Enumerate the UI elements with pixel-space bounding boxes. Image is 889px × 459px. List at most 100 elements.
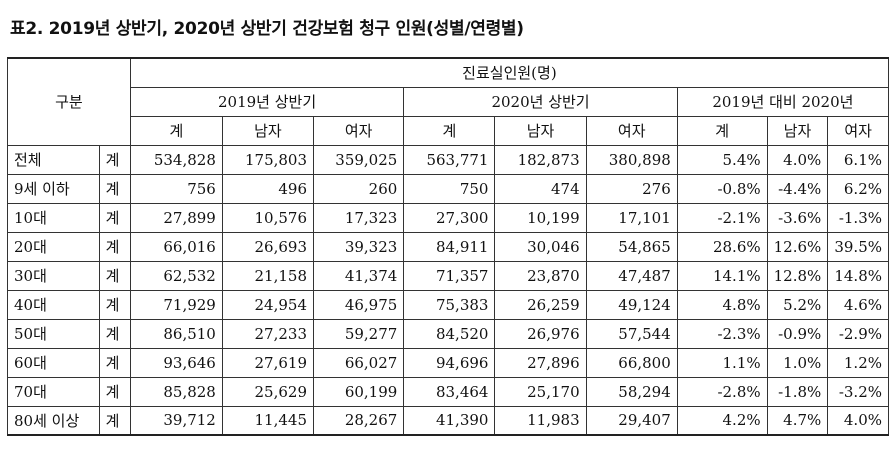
row-label: 9세 이하 xyxy=(7,173,100,204)
row-sublabel: 계 xyxy=(98,376,131,407)
table-cell: 276 xyxy=(585,173,678,204)
column-header: 여자 xyxy=(827,115,889,146)
table-row: 40대 계 71,929 24,954 46,975 75,383 26,259 49,124… xyxy=(7,289,889,320)
table-cell: -2.8% xyxy=(676,376,768,407)
table-cell: 26,259 xyxy=(494,289,587,320)
table-cell: 24,954 xyxy=(221,289,315,320)
column-header: 남자 xyxy=(766,115,829,146)
table-cell: 10,576 xyxy=(221,202,315,233)
table-cell: 28.6% xyxy=(676,231,768,262)
table-cell: 41,390 xyxy=(403,405,496,436)
table-cell: 496 xyxy=(221,173,315,204)
table-cell: 14.8% xyxy=(827,260,889,291)
table-cell: 85,828 xyxy=(129,376,223,407)
table-cell: -1.3% xyxy=(827,202,889,233)
column-header: 남자 xyxy=(494,115,587,146)
table-cell: 46,975 xyxy=(313,289,405,320)
table-cell: 62,532 xyxy=(129,260,223,291)
table-cell: 93,646 xyxy=(129,347,223,378)
table-cell: 26,693 xyxy=(221,231,315,262)
table-cell: 4.0% xyxy=(827,405,889,436)
table-cell: 83,464 xyxy=(403,376,496,407)
table-cell: 60,199 xyxy=(313,376,405,407)
table-cell: 49,124 xyxy=(585,289,678,320)
table-cell: 26,976 xyxy=(494,318,587,349)
row-sublabel: 계 xyxy=(98,289,131,320)
row-sublabel: 계 xyxy=(98,318,131,349)
table-cell: 12.6% xyxy=(766,231,829,262)
table-cell: 47,487 xyxy=(585,260,678,291)
table-cell: 84,520 xyxy=(403,318,496,349)
row-label: 50대 xyxy=(7,318,100,349)
table-cell: 260 xyxy=(313,173,405,204)
table-cell: 6.2% xyxy=(827,173,889,204)
column-header: 계 xyxy=(403,115,496,146)
table-cell: 39.5% xyxy=(827,231,889,262)
row-sublabel: 계 xyxy=(98,173,131,204)
table-cell: 71,357 xyxy=(403,260,496,291)
table-cell: 175,803 xyxy=(221,144,315,175)
table-cell: 17,323 xyxy=(313,202,405,233)
table-cell: 54,865 xyxy=(585,231,678,262)
column-header: 계 xyxy=(676,115,768,146)
table-cell: 1.1% xyxy=(676,347,768,378)
header-row-columns: 계 남자 여자 계 남자 여자 계 남자 여자 xyxy=(8,115,889,146)
table-cell: 4.0% xyxy=(766,144,829,175)
claims-table: 구분 진료실인원(명) 2019년 상반기 2020년 상반기 2019년 대비… xyxy=(7,57,889,436)
table-cell: 4.7% xyxy=(766,405,829,436)
table-cell: 94,696 xyxy=(403,347,496,378)
row-sublabel: 계 xyxy=(98,405,131,436)
header-row-group: 구분 진료실인원(명) xyxy=(7,57,889,146)
table-cell: 27,619 xyxy=(221,347,315,378)
row-sublabel: 계 xyxy=(98,231,131,262)
period-header-2020: 2020년 상반기 xyxy=(403,86,678,117)
table-cell: 75,383 xyxy=(403,289,496,320)
column-header: 여자 xyxy=(313,115,405,146)
table-cell: 1.0% xyxy=(766,347,829,378)
table-cell: -3.6% xyxy=(766,202,829,233)
table-cell: 59,277 xyxy=(313,318,405,349)
row-sublabel: 계 xyxy=(98,260,131,291)
table-cell: 14.1% xyxy=(676,260,768,291)
table-row: 60대 계 93,646 27,619 66,027 94,696 27,896 66,800… xyxy=(7,347,889,378)
table-cell: 4.6% xyxy=(827,289,889,320)
table-cell: 21,158 xyxy=(221,260,315,291)
table-cell: 380,898 xyxy=(585,144,678,175)
row-label: 40대 xyxy=(7,289,100,320)
table-cell: 25,170 xyxy=(494,376,587,407)
table-row: 전체 계 534,828 175,803 359,025 563,771 182,873 38… xyxy=(7,144,889,175)
table-cell: -2.3% xyxy=(676,318,768,349)
table-cell: 57,544 xyxy=(585,318,678,349)
table-cell: 5.2% xyxy=(766,289,829,320)
table-cell: 29,407 xyxy=(585,405,678,436)
row-sublabel: 계 xyxy=(98,202,131,233)
table-cell: 534,828 xyxy=(129,144,223,175)
column-header: 계 xyxy=(129,115,223,146)
table-cell: 4.2% xyxy=(676,405,768,436)
table-cell: 27,300 xyxy=(403,202,496,233)
table-cell: 11,983 xyxy=(494,405,587,436)
row-sublabel: 계 xyxy=(98,144,131,175)
table-cell: 6.1% xyxy=(827,144,889,175)
table-cell: 750 xyxy=(403,173,496,204)
row-label: 20대 xyxy=(7,231,100,262)
table-cell: 71,929 xyxy=(129,289,223,320)
table-cell: 359,025 xyxy=(313,144,405,175)
table-cell: -2.9% xyxy=(827,318,889,349)
table-cell: 563,771 xyxy=(403,144,496,175)
row-label: 80세 이상 xyxy=(7,405,100,436)
table-cell: -4.4% xyxy=(766,173,829,204)
table-cell: 1.2% xyxy=(827,347,889,378)
table-row: 80세 이상 계 39,712 11,445 28,267 41,390 11,983 29,… xyxy=(7,405,889,436)
table-cell: 474 xyxy=(494,173,587,204)
table-cell: 30,046 xyxy=(494,231,587,262)
column-header: 여자 xyxy=(585,115,678,146)
header-row-periods: 2019년 상반기 2020년 상반기 2019년 대비 2020년 xyxy=(8,86,889,117)
table-cell: -2.1% xyxy=(676,202,768,233)
row-label: 10대 xyxy=(7,202,100,233)
table-cell: 66,800 xyxy=(585,347,678,378)
table-cell: 5.4% xyxy=(676,144,768,175)
table-cell: 27,233 xyxy=(221,318,315,349)
table-cell: 39,323 xyxy=(313,231,405,262)
table-cell: 4.8% xyxy=(676,289,768,320)
